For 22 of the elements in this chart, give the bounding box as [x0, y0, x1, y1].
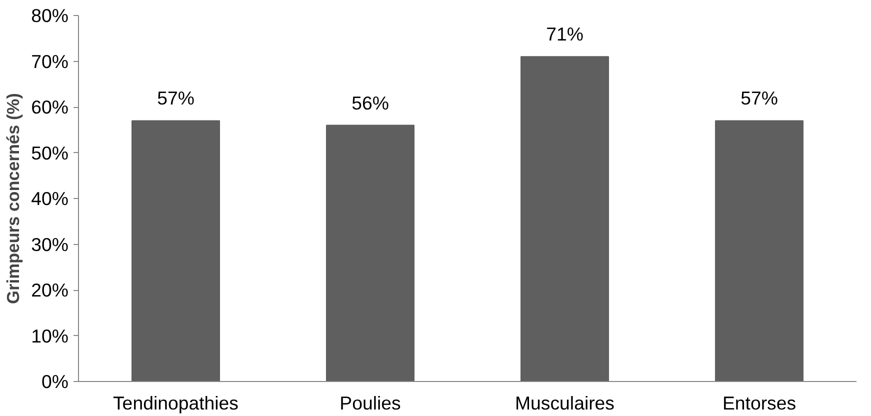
- y-tick-label: 50%: [31, 142, 69, 164]
- y-tick-label: 60%: [31, 96, 69, 118]
- y-tick-label: 10%: [31, 325, 69, 346]
- y-axis-title: Grimpeurs concernés (%): [3, 93, 24, 304]
- data-label: 56%: [352, 92, 389, 114]
- data-label: 71%: [546, 24, 584, 45]
- bar: [520, 56, 610, 382]
- bar: [326, 124, 415, 382]
- x-tick-label: Musculaires: [514, 392, 615, 414]
- x-tick-label: Tendinopathies: [112, 392, 239, 414]
- data-label: 57%: [157, 88, 194, 109]
- bar: [131, 120, 220, 382]
- y-tick-label: 30%: [31, 234, 69, 255]
- y-tick-label: 80%: [31, 5, 69, 26]
- bar: [714, 120, 804, 382]
- data-label: 57%: [740, 88, 778, 109]
- x-tick-label: Entorses: [722, 392, 796, 414]
- y-tick-label: 20%: [31, 280, 69, 300]
- y-tick-label: 70%: [31, 50, 69, 72]
- x-tick-label: Poulies: [340, 392, 401, 414]
- y-tick-label: 40%: [31, 188, 69, 209]
- y-tick-label: 0%: [42, 371, 69, 392]
